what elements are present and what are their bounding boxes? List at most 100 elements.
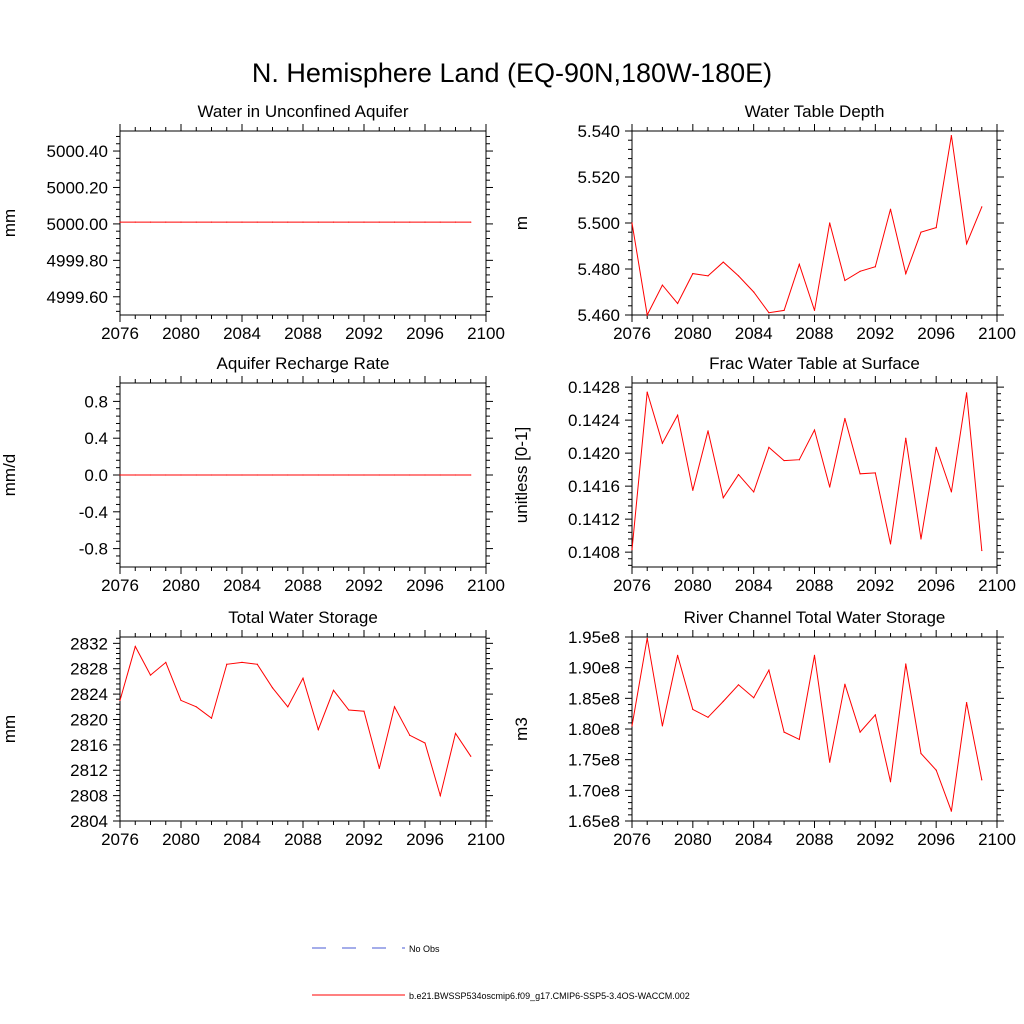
data-point [798,459,800,461]
x-tick-label: 2076 [613,830,651,849]
data-point [302,677,304,679]
data-point [149,474,152,476]
data-point [950,491,952,493]
series-line [631,638,983,812]
data-point [646,391,648,393]
data-point [287,221,289,223]
data-point [950,810,952,812]
data-point [707,716,709,718]
data-point [737,275,740,277]
y-tick-label: 4999.60 [47,288,108,307]
x-tick-label: 2100 [978,830,1016,849]
y-axis-label: m3 [512,717,531,741]
data-point [180,474,182,476]
data-point [905,437,907,439]
x-tick-label: 2100 [467,324,505,343]
x-tick-label: 2092 [856,576,894,595]
x-tick-label: 2100 [467,830,505,849]
data-point [905,663,907,665]
y-tick-label: 0.1416 [568,477,620,496]
data-point [393,474,396,476]
plot-frame [119,636,487,822]
data-point [859,473,861,475]
y-tick-label: 0.1428 [568,378,620,397]
data-point [965,392,968,394]
data-point [119,474,121,476]
panel-total-water-storage: Total Water Storage mm 2076 2080 2084 2088 209… [0,608,505,849]
y-tick-label: 2832 [70,634,108,653]
plot-frame [631,130,998,316]
plot-frame [631,636,998,822]
data-point [424,742,426,744]
data-point [470,755,472,757]
data-point [287,706,289,708]
data-point [180,699,182,702]
y-tick-label: 2816 [70,736,108,755]
data-point [950,135,952,137]
panel-frac-water-table-at-surface: Frac Water Table at Surface unitless [0-1… [512,354,1016,595]
y-tick-label: 1.90e8 [568,659,620,678]
figure-title: N. Hemisphere Land (EQ-90N,180W-180E) [252,58,772,88]
x-tick-label: 2084 [223,576,261,595]
y-tick-label: 2820 [70,710,108,729]
data-point [226,474,228,476]
x-tick-label: 2076 [101,830,139,849]
data-point [829,486,831,488]
data-point [393,706,396,708]
data-point [813,429,816,431]
data-point [409,734,411,736]
data-point [317,221,319,223]
data-point [393,221,396,223]
x-tick-label: 2092 [345,324,383,343]
panel-title: Aquifer Recharge Rate [217,354,390,373]
legend: No Obs b.e21.BWSSP534oscmip6.f09_g17.CMI… [312,944,690,1001]
x-tick-label: 2100 [978,576,1016,595]
x-tick-label: 2092 [345,576,383,595]
data-point [768,669,770,671]
x-tick-label: 2080 [162,576,200,595]
y-tick-label: 5000.00 [47,215,108,234]
y-tick-label: 5.500 [577,214,620,233]
data-point [753,697,755,699]
legend-obs-label: No Obs [409,944,440,954]
x-tick-label: 2088 [284,830,322,849]
y-tick-label: 5.480 [577,260,620,279]
data-point [874,266,876,268]
y-tick-label: 0.1424 [568,411,620,430]
panel-title: Water in Unconfined Aquifer [197,102,408,121]
data-point [813,654,816,657]
data-point [905,273,907,275]
data-point [661,442,664,444]
data-point [692,273,694,275]
data-point [874,472,876,474]
data-point [454,221,457,223]
x-tick-label: 2096 [406,324,444,343]
data-point [844,279,846,282]
data-point [722,700,724,703]
data-point [226,663,228,665]
data-point [454,732,457,735]
data-point [348,221,350,223]
data-point [661,284,664,286]
panel-title: Total Water Storage [228,608,378,627]
data-point [134,221,136,223]
data-point [378,767,380,769]
data-point [287,474,289,476]
data-point [363,221,365,223]
data-point [256,663,258,665]
y-tick-label: 5000.40 [47,142,108,161]
data-point [783,459,785,462]
x-tick-label: 2092 [345,830,383,849]
x-tick-label: 2076 [101,576,139,595]
data-point [692,708,694,710]
data-point [195,221,197,223]
data-point [134,474,136,476]
x-tick-label: 2100 [978,324,1016,343]
y-tick-label: 1.75e8 [568,751,620,770]
data-point [134,645,136,648]
data-point [859,270,861,272]
data-point [241,661,243,663]
data-point [439,795,441,797]
y-tick-label: 0.1420 [568,444,620,463]
data-point [935,227,937,229]
